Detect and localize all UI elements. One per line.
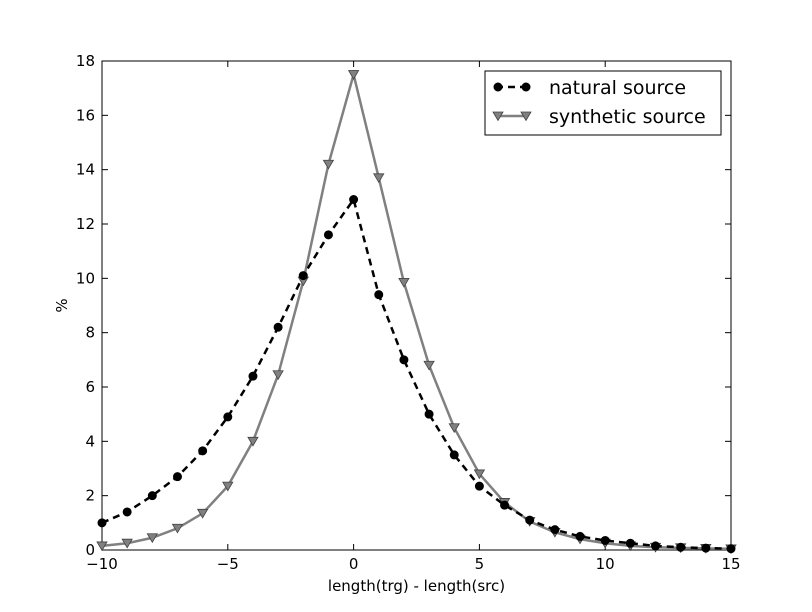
data-point (625, 538, 635, 548)
data-point (500, 500, 510, 510)
axis-ticks: −10 −5 0 5 10 15 0 2 4 6 8 10 12 14 16 18 (76, 52, 741, 573)
y-tick-label: 12 (76, 215, 95, 233)
data-point (449, 450, 459, 460)
data-point (473, 469, 486, 480)
y-tick-label: 16 (76, 106, 95, 124)
data-point (423, 360, 435, 371)
data-point (398, 278, 410, 288)
legend-entries: natural source synthetic source (492, 77, 706, 128)
data-point (323, 230, 333, 240)
y-tick-label: 10 (76, 269, 95, 287)
series-0 (97, 195, 736, 554)
data-point (273, 322, 283, 332)
data-point (399, 355, 409, 365)
data-point (298, 271, 308, 281)
data-point (424, 409, 434, 419)
data-point (349, 195, 359, 205)
data-point (248, 371, 258, 381)
data-point (373, 173, 385, 184)
y-tick-label: 2 (85, 487, 95, 505)
data-point (96, 541, 108, 552)
data-point (676, 542, 686, 552)
x-axis-label: length(trg) - length(src) (328, 577, 505, 595)
data-point (198, 446, 208, 456)
x-tick-label: −5 (217, 555, 239, 573)
legend: natural source synthetic source (484, 70, 722, 136)
y-tick-label: 4 (85, 432, 95, 450)
x-tick-label: 15 (721, 555, 740, 573)
data-point (322, 159, 335, 170)
legend-label: natural source (549, 77, 686, 99)
y-axis-label: % (53, 298, 71, 312)
data-point (172, 472, 182, 482)
x-tick-label: −10 (86, 555, 118, 573)
data-point (222, 481, 234, 492)
data-point (223, 412, 233, 422)
y-tick-label: 18 (76, 52, 95, 70)
data-point (121, 538, 133, 549)
data-point (146, 533, 159, 544)
x-tick-label: 5 (475, 555, 485, 573)
legend-label: synthetic source (549, 106, 706, 128)
data-point (550, 525, 560, 535)
data-point (575, 531, 585, 541)
y-tick-label: 0 (85, 541, 95, 559)
series-line (101, 196, 732, 550)
legend-marker (493, 82, 503, 92)
x-tick-label: 10 (596, 555, 615, 573)
series-line (101, 69, 732, 551)
plot-area (101, 60, 732, 551)
data-point (97, 518, 107, 528)
data-point (600, 535, 610, 545)
data-point (247, 436, 259, 447)
y-tick-label: 8 (85, 324, 95, 342)
data-point (171, 523, 184, 534)
data-point (272, 370, 284, 381)
data-point (525, 515, 535, 525)
data-point (474, 481, 484, 491)
data-point (122, 507, 132, 517)
legend-box (484, 70, 722, 136)
y-tick-label: 6 (85, 378, 95, 396)
data-point (374, 290, 384, 300)
data-point (448, 423, 460, 434)
legend-marker (521, 82, 531, 92)
y-tick-label: 14 (76, 161, 95, 179)
data-point (147, 491, 157, 501)
x-tick-label: 0 (349, 555, 359, 573)
series-layer (96, 69, 737, 555)
data-point (726, 544, 736, 554)
data-point (651, 541, 661, 551)
data-point (701, 543, 711, 553)
data-point (347, 70, 360, 80)
legend-marker (492, 111, 504, 122)
legend-marker (520, 111, 532, 122)
data-point (196, 508, 209, 519)
